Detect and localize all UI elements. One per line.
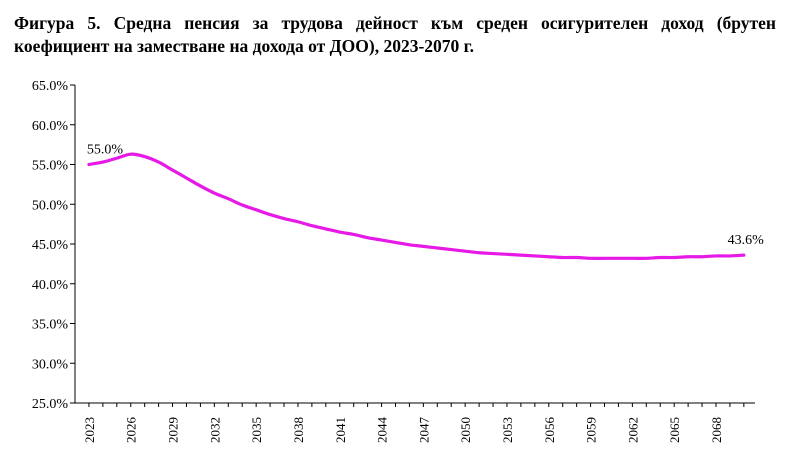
y-tick-label: 40.0% [32,278,69,293]
y-tick-label: 60.0% [32,119,69,134]
x-tick-label: 2026 [124,417,139,444]
x-tick-label: 2065 [667,417,682,443]
y-tick-label: 65.0% [32,79,69,94]
x-tick-label: 2053 [500,417,515,443]
y-tick-label: 50.0% [32,198,69,213]
chart-title: Фигура 5. Средна пенсия за трудова дейно… [14,13,776,56]
x-tick-label: 2050 [458,417,473,443]
x-tick-label: 2023 [82,417,97,443]
y-tick-label: 55.0% [32,159,69,174]
series-line [87,152,746,260]
x-tick-label: 2068 [709,417,724,443]
x-tick-label: 2035 [249,417,264,443]
x-tick-label: 2047 [416,417,431,444]
data-label: 43.6% [728,233,765,248]
y-tick-label: 45.0% [32,238,69,253]
y-tick-label: 35.0% [32,318,69,333]
data-label: 55.0% [87,143,124,158]
y-tick-label: 25.0% [32,397,69,412]
x-tick-label: 2029 [166,417,181,443]
x-tick-label: 2059 [584,417,599,443]
x-tick-label: 2032 [207,417,222,443]
x-tick-label: 2062 [625,417,640,443]
x-tick-label: 2044 [375,417,390,444]
y-tick-label: 30.0% [32,357,69,372]
x-tick-label: 2056 [542,417,557,444]
x-tick-label: 2041 [333,417,348,443]
x-tick-label: 2038 [291,417,306,443]
